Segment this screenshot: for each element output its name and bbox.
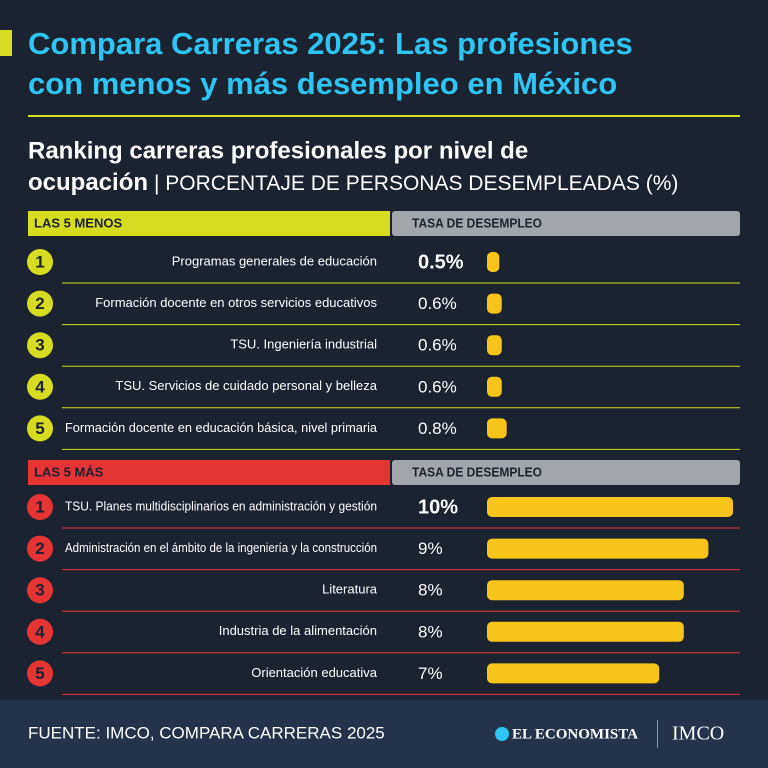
value-header [392,460,740,485]
rank-badge [27,618,53,645]
subtitle-line: Ranking carreras profesionales por nivel… [28,137,528,164]
section-header [28,460,390,485]
value-header-label: TASA DE DESEMPLEO [412,464,542,479]
category-label: Programas generales de educación [172,253,377,268]
footer-band [0,700,768,768]
bar [487,663,660,684]
rank-number: 2 [35,294,44,313]
source: FUENTE: IMCO, COMPARA CARRERAS 2025 [28,723,385,742]
logo: EL ECONOMISTA [512,726,638,742]
subtitle-unit: | PORCENTAJE DE PERSONAS DESEMPLEADAS (%… [154,172,678,195]
title-line: con menos y más desempleo en México [28,66,617,101]
value-label: 0.6% [418,336,457,355]
accent [0,30,12,56]
rank-number: 3 [35,581,44,600]
category-label: Orientación educativa [251,665,378,680]
title-rule [28,115,740,117]
rank-badge [27,415,53,442]
rank-number: 5 [35,664,44,683]
rank-badge [27,660,53,687]
value-label: 7% [418,664,443,683]
rank-badge [27,535,53,562]
logo: IMCO [672,723,724,745]
section-header [28,211,390,236]
bar [487,293,502,314]
bar [487,335,502,356]
logo-divider [657,720,658,748]
bar [487,252,500,272]
title-line: Compara Carreras 2025: Las profesiones [28,26,633,61]
rank-badge [27,332,53,359]
value-label: 0.5% [418,251,464,273]
logo-icon [495,727,509,741]
rank-number: 2 [35,539,44,558]
value-label: 0.6% [418,377,457,396]
rank-badge [27,577,53,604]
rank-badge [27,494,53,520]
value-label: 8% [418,581,443,600]
subtitle-line: ocupación | PORCENTAJE DE PERSONAS DESEMP… [28,169,678,196]
rank-number: 1 [35,497,44,516]
bar [487,376,502,397]
rank-number: 1 [35,252,44,271]
category-label: Formación docente en educación básica, n… [65,420,378,435]
value-label: 10% [418,496,458,518]
bar [487,621,684,642]
category-label: TSU. Ingeniería industrial [230,337,377,352]
value-header [392,211,740,236]
category-label: Literatura [322,582,378,597]
rank-number: 5 [35,419,44,438]
value-label: 0.6% [418,294,457,313]
bar [487,538,709,559]
rank-badge [27,249,53,275]
bar [487,580,684,601]
rank-number: 4 [35,622,45,641]
value-label: 9% [418,539,443,558]
rank-number: 4 [35,377,45,396]
subtitle-word: ocupación [28,169,148,196]
bar [487,418,507,439]
category-label: TSU. Planes multidisciplinarios en admin… [65,498,377,513]
section-label: LAS 5 MÁS [34,464,104,479]
rank-badge [27,290,53,317]
section-label: LAS 5 MENOS [34,215,122,230]
value-header-label: TASA DE DESEMPLEO [412,215,542,230]
category-label: Industria de la alimentación [219,623,377,638]
value-label: 8% [418,622,443,641]
rank-badge [27,373,53,400]
value-label: 0.8% [418,419,457,438]
category-label: Formación docente en otros servicios edu… [95,295,377,310]
rank-number: 3 [35,336,44,355]
category-label: Administración en el ámbito de la ingeni… [65,540,377,555]
category-label: TSU. Servicios de cuidado personal y bel… [115,378,377,393]
bar [487,497,733,517]
